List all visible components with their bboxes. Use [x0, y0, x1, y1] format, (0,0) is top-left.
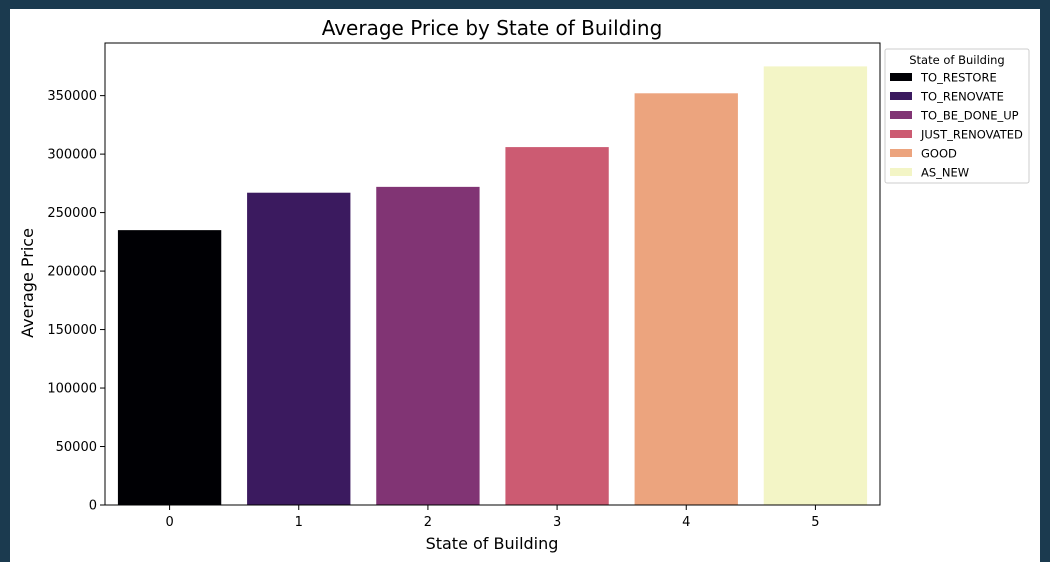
bar-1: [247, 192, 351, 505]
y-tick-label-50000: 50000: [56, 440, 97, 455]
x-tick-label-2: 2: [424, 515, 432, 530]
y-tick-label-250000: 250000: [47, 206, 97, 221]
bar-3: [505, 147, 609, 506]
x-tick-label-0: 0: [165, 515, 173, 530]
bar-4: [634, 93, 738, 505]
legend-swatch-good: [890, 149, 912, 157]
legend-label-to-restore: TO_RESTORE: [920, 71, 997, 85]
y-tick-label-0: 0: [89, 499, 97, 514]
legend-label-good: GOOD: [921, 147, 957, 161]
x-tick-label-1: 1: [295, 515, 303, 530]
legend-swatch-to-renovate: [890, 92, 912, 100]
legend: State of Building TO_RESTORE TO_RENOVATE T…: [884, 48, 1030, 184]
bar-0: [117, 230, 222, 506]
legend-title: State of Building: [909, 53, 1005, 67]
y-tick-label-350000: 350000: [47, 89, 97, 104]
legend-swatch-as-new: [890, 168, 912, 176]
x-tick-label-5: 5: [811, 515, 819, 530]
bar-5: [763, 66, 868, 506]
y-tick-label-150000: 150000: [47, 323, 97, 338]
legend-label-to-renovate: TO_RENOVATE: [920, 90, 1004, 104]
legend-swatch-to-be-done-up: [890, 111, 912, 119]
legend-box: [884, 48, 1030, 184]
legend-label-as-new: AS_NEW: [921, 166, 969, 180]
chart-title: Average Price by State of Building: [322, 16, 663, 40]
bar-2: [376, 186, 480, 506]
y-tick-label-200000: 200000: [47, 265, 97, 280]
y-axis-label: Average Price: [18, 228, 37, 338]
x-axis-label: State of Building: [426, 534, 559, 553]
x-tick-label-4: 4: [682, 515, 690, 530]
plot-frame: [104, 42, 881, 506]
legend-label-just-renovated: JUST_RENOVATED: [920, 128, 1023, 142]
bar-chart: Average Price by State of Building 0 5000…: [18, 16, 1030, 553]
x-tick-label-3: 3: [553, 515, 561, 530]
legend-label-to-be-done-up: TO_BE_DONE_UP: [920, 109, 1019, 123]
chart-canvas: Average Price by State of Building 0 5000…: [10, 9, 1040, 562]
y-tick-label-100000: 100000: [47, 382, 97, 397]
y-tick-label-300000: 300000: [47, 148, 97, 163]
legend-swatch-just-renovated: [890, 130, 912, 138]
legend-swatch-to-restore: [890, 73, 912, 81]
